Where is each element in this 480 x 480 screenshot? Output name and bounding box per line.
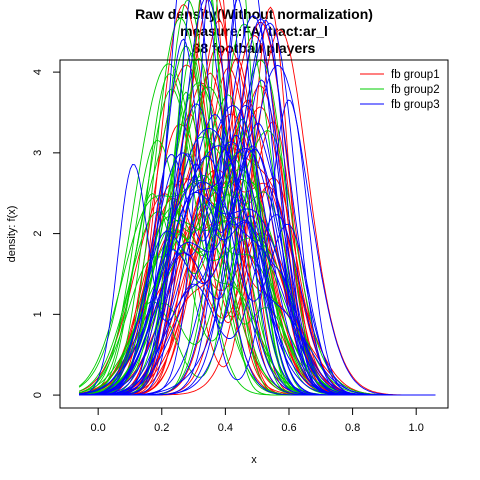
density-curve-3-31 — [79, 99, 436, 396]
legend-label: fb group2 — [391, 84, 440, 96]
y-axis: 0 1 2 3 4 — [32, 69, 61, 398]
legend-label: fb group1 — [391, 69, 440, 81]
y-tick-label: 0 — [32, 392, 44, 398]
y-tick-label: 3 — [32, 150, 44, 156]
density-curves — [78, 0, 436, 396]
x-tick-label: 0.2 — [154, 422, 169, 434]
x-axis-label: x — [251, 454, 257, 466]
y-axis-label: density: f(x) — [6, 206, 18, 263]
legend: fb group1 fb group2 fb group3 — [352, 66, 444, 112]
legend-label: fb group3 — [391, 99, 440, 111]
y-tick-label: 1 — [32, 311, 44, 317]
x-axis: 0.0 0.2 0.4 0.6 0.8 1.0 — [91, 407, 424, 434]
y-tick-label: 2 — [32, 231, 44, 237]
y-tick-label: 4 — [32, 69, 44, 75]
x-tick-label: 0.8 — [345, 422, 360, 434]
title-line-1: Raw density(Without normalization) — [135, 6, 373, 22]
x-tick-label: 0.0 — [91, 422, 106, 434]
x-tick-label: 1.0 — [409, 422, 424, 434]
x-tick-label: 0.6 — [281, 422, 296, 434]
x-tick-label: 0.4 — [218, 422, 233, 434]
